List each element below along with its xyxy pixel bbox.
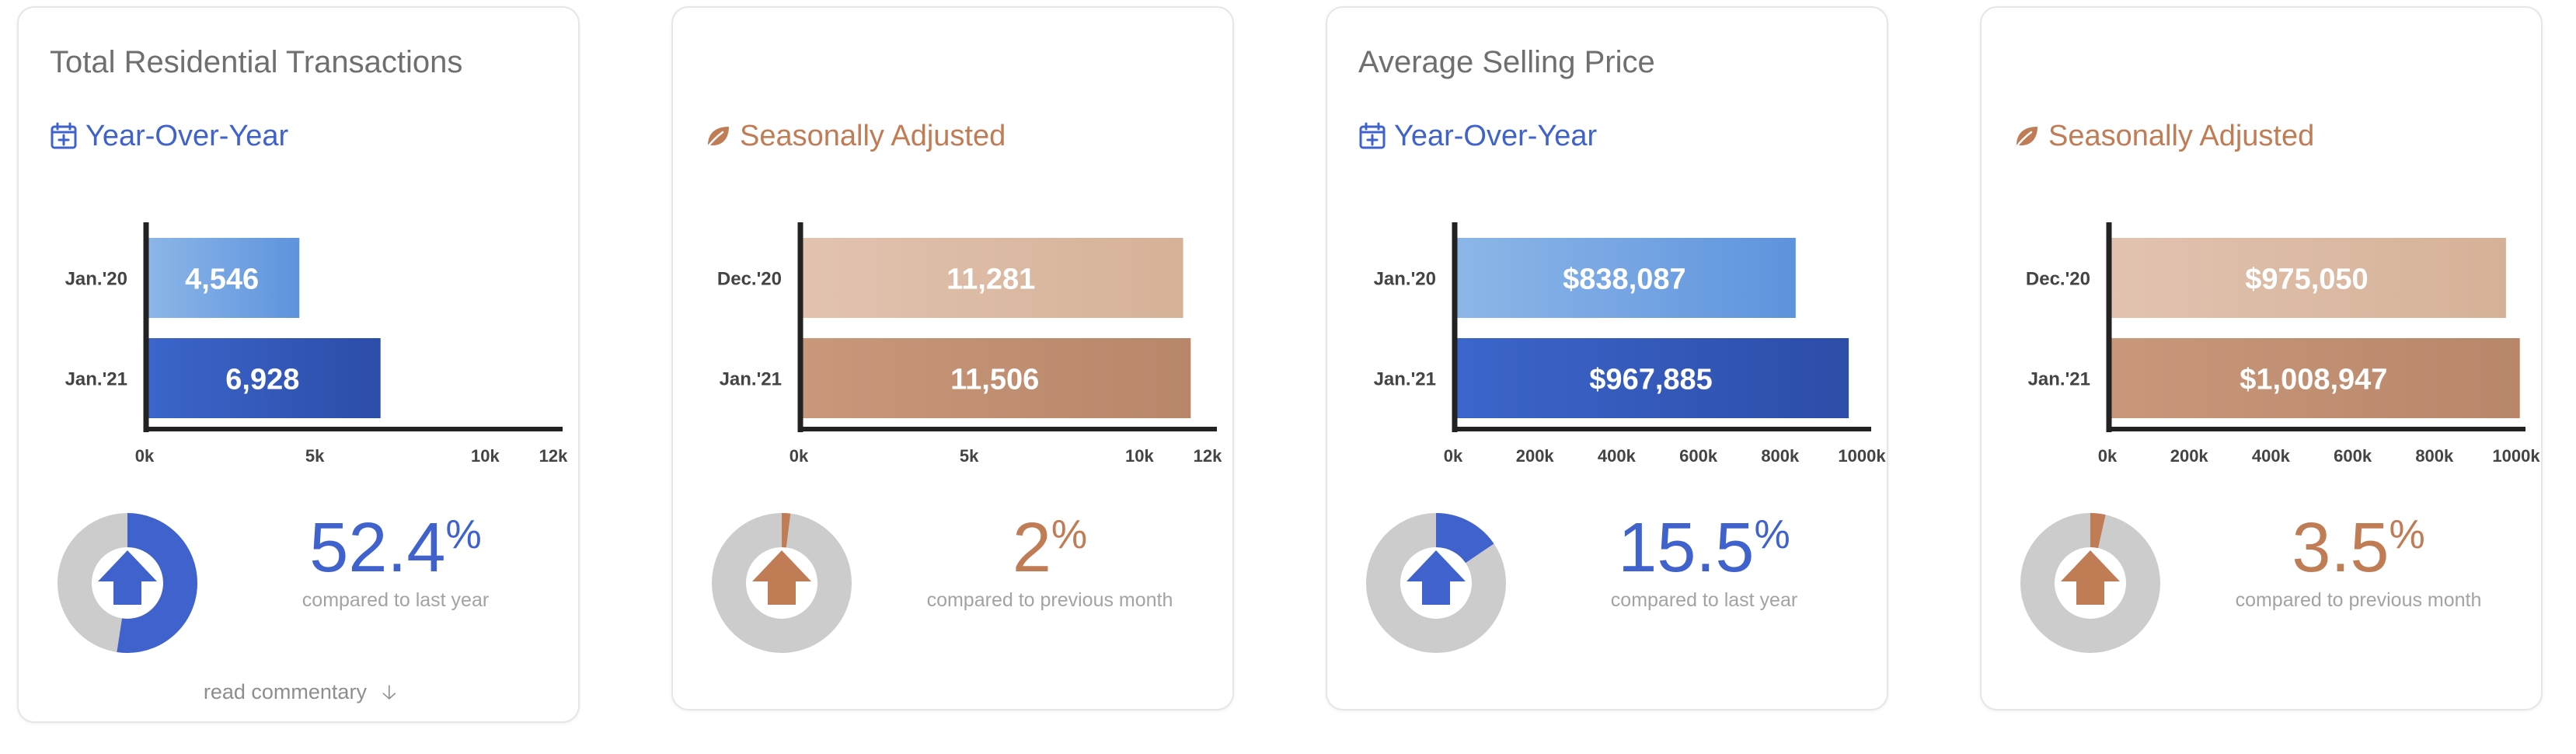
bar <box>145 238 300 318</box>
bar-value-label: $1,008,947 <box>2240 364 2387 396</box>
x-tick-label: 5k <box>305 446 325 466</box>
category-label: Dec.'20 <box>717 269 782 290</box>
category-label: Jan.'20 <box>65 269 127 290</box>
percent-change-value: 3.5 <box>2292 509 2390 587</box>
bar-value-label: 4,546 <box>185 264 259 296</box>
percent-caption: compared to last year <box>302 589 490 611</box>
x-tick-label: 12k <box>1194 446 1222 466</box>
subtitle-seasonally-adjusted: Seasonally Adjusted <box>2013 117 2314 155</box>
bar <box>799 338 1191 418</box>
x-tick-label: 400k <box>1598 446 1637 466</box>
bar <box>799 238 1183 318</box>
percent-sign: % <box>1754 512 1790 557</box>
percent-change-value: 52.4 <box>309 509 446 587</box>
bar <box>1453 338 1849 418</box>
subtitle-label: Year-Over-Year <box>1394 119 1598 152</box>
leaf-icon <box>2014 127 2037 149</box>
bar-value-label: $967,885 <box>1589 364 1713 396</box>
read-commentary-label: read commentary <box>203 680 367 703</box>
bar-chart: Dec.'20 11,281 Jan.'21 11,506 0k 5k 10k 12k <box>717 222 1222 466</box>
donut-fill <box>2020 513 2160 653</box>
subtitle-seasonally-adjusted: Seasonally Adjusted <box>704 117 1006 155</box>
percent-sign: % <box>1051 512 1088 557</box>
category-label: Jan.'21 <box>1374 369 1436 390</box>
x-tick-label: 200k <box>2170 446 2209 466</box>
bar <box>2107 338 2520 418</box>
donut-fill <box>58 513 197 653</box>
x-tick-label: 1000k <box>2492 446 2540 466</box>
category-label: Jan.'21 <box>2028 369 2090 390</box>
card-title: Total Residential Transactions <box>50 45 463 79</box>
percent-change-donut <box>1366 513 1506 653</box>
x-tick-label: 10k <box>471 446 500 466</box>
arrow-up-icon <box>2061 550 2120 605</box>
x-tick-label: 0k <box>135 446 155 466</box>
donut-fill <box>712 513 852 653</box>
category-label: Jan.'21 <box>720 369 782 390</box>
x-tick-label: 800k <box>2415 446 2454 466</box>
x-tick-label: 200k <box>1516 446 1555 466</box>
donut-fill <box>1366 513 1506 653</box>
percent-change-donut <box>2020 513 2160 653</box>
x-tick-label: 800k <box>1761 446 1800 466</box>
percent-change: 52.4% compared to last year <box>252 513 539 612</box>
bar <box>145 338 381 418</box>
subtitle-year-over-year: Year-Over-Year <box>1358 117 1597 155</box>
x-tick-label: 600k <box>1679 446 1718 466</box>
percent-sign: % <box>445 512 482 557</box>
subtitle-year-over-year: Year-Over-Year <box>50 117 288 155</box>
percent-change: 2% compared to previous month <box>906 513 1194 612</box>
arrow-up-icon <box>752 550 811 605</box>
arrow-down-icon: 🡣 <box>382 680 397 703</box>
subtitle-label: Seasonally Adjusted <box>2048 119 2315 152</box>
bar-value-label: 6,928 <box>225 364 299 396</box>
x-tick-label: 0k <box>1444 446 1463 466</box>
x-tick-label: 5k <box>960 446 979 466</box>
card-title: Average Selling Price <box>1358 45 1655 79</box>
x-tick-label: 1000k <box>1838 446 1886 466</box>
category-label: Dec.'20 <box>2026 269 2090 290</box>
bar-value-label: 11,281 <box>946 264 1035 296</box>
bar-chart: Jan.'20 $838,087 Jan.'21 $967,885 0k 200k 400k… <box>1374 222 1886 466</box>
card-seasonally-adjusted-price: Seasonally Adjusted Dec.'20 $975,050 Jan.'… <box>1980 6 2543 710</box>
card-total-residential-transactions: Total Residential Transactions Year-Over… <box>17 6 580 723</box>
percent-change-donut <box>712 513 852 653</box>
percent-change: 15.5% compared to last year <box>1560 513 1848 612</box>
arrow-up-icon <box>1407 550 1466 605</box>
percent-caption: compared to last year <box>1610 589 1798 611</box>
x-tick-label: 0k <box>2098 446 2118 466</box>
subtitle-label: Seasonally Adjusted <box>740 119 1006 152</box>
x-tick-label: 0k <box>790 446 809 466</box>
leaf-icon <box>706 127 729 149</box>
arrow-up-icon <box>98 550 157 605</box>
bar <box>1453 238 1796 318</box>
category-label: Jan.'21 <box>65 369 127 390</box>
percent-change: 3.5% compared to previous month <box>2215 513 2502 612</box>
percent-caption: compared to previous month <box>2235 589 2482 611</box>
x-tick-label: 600k <box>2334 446 2372 466</box>
bar-value-label: $975,050 <box>2245 264 2369 296</box>
x-tick-label: 12k <box>539 446 568 466</box>
bar-value-label: $838,087 <box>1563 264 1686 296</box>
x-tick-label: 10k <box>1125 446 1154 466</box>
bar-chart: Dec.'20 $975,050 Jan.'21 $1,008,947 0k 200k 40… <box>2026 222 2540 466</box>
read-commentary-link[interactable]: read commentary 🡣 <box>19 678 581 712</box>
x-tick-label: 400k <box>2252 446 2291 466</box>
bar <box>2107 238 2506 318</box>
calendar-plus-icon <box>1359 122 1386 149</box>
percent-change-value: 15.5 <box>1618 509 1755 587</box>
card-seasonally-adjusted-transactions: Seasonally Adjusted Dec.'20 11,281 Jan.'21… <box>671 6 1234 710</box>
card-average-selling-price: Average Selling Price Year-Over-Year Jan… <box>1326 6 1888 710</box>
percent-sign: % <box>2389 512 2425 557</box>
calendar-plus-icon <box>51 122 77 149</box>
category-label: Jan.'20 <box>1374 269 1436 290</box>
bar-value-label: 11,506 <box>950 364 1039 396</box>
percent-caption: compared to previous month <box>926 589 1173 611</box>
subtitle-label: Year-Over-Year <box>85 119 289 152</box>
percent-change-value: 2 <box>1012 509 1051 587</box>
bar-chart: Jan.'20 4,546 Jan.'21 6,928 0k 5k 10k 12k <box>65 222 568 466</box>
percent-change-donut <box>58 513 197 653</box>
